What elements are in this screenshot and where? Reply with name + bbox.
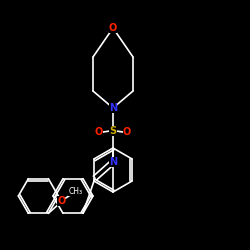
Text: O: O [109, 23, 117, 33]
Text: S: S [110, 126, 116, 136]
Text: N: N [109, 103, 117, 113]
Text: CH₃: CH₃ [68, 187, 82, 196]
Text: O: O [57, 196, 66, 206]
Text: O: O [95, 127, 103, 137]
Text: O: O [123, 127, 131, 137]
Text: N: N [109, 157, 117, 167]
